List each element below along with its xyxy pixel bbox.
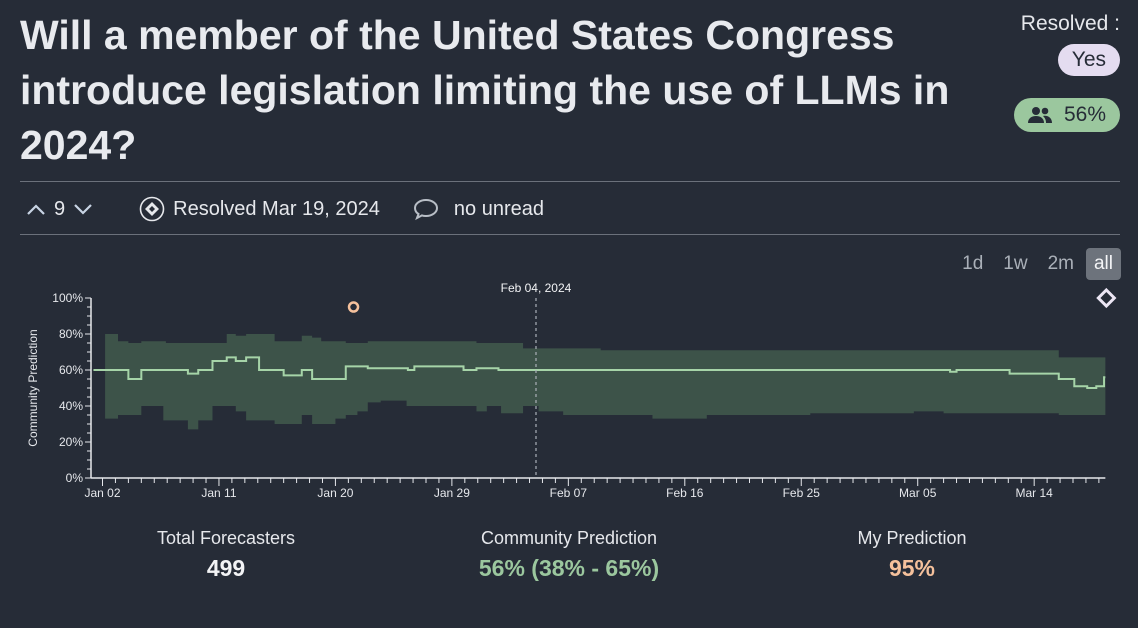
range-1d[interactable]: 1d	[962, 253, 984, 274]
upvote-icon[interactable]	[26, 202, 46, 216]
comment-icon	[413, 198, 438, 221]
downvote-icon[interactable]	[73, 202, 93, 216]
range-all[interactable]: all	[1085, 248, 1121, 280]
community-prediction-badge: 56%	[1013, 98, 1120, 132]
resolved-date: Resolved Mar 19, 2024	[139, 196, 380, 222]
y-tick-label: 0%	[66, 471, 84, 485]
resolution-badge: Yes	[1057, 44, 1120, 76]
my-prediction-marker	[347, 301, 360, 313]
vote-count: 9	[54, 197, 66, 220]
stat-value: 56% (38% - 65%)	[478, 555, 660, 581]
users-icon	[1027, 107, 1052, 123]
stat-total-forecasters: Total Forecasters 499	[76, 528, 376, 582]
comments-text: no unread	[453, 197, 544, 220]
resolved-label: Resolved :	[1020, 12, 1120, 35]
median-line	[93, 356, 1106, 389]
x-tick-label: Mar 14	[1016, 486, 1054, 500]
x-tick-label: Jan 11	[201, 486, 236, 500]
x-tick-label: Feb 07	[550, 486, 588, 500]
stat-label: Community Prediction	[480, 528, 658, 548]
y-tick-label: 80%	[59, 327, 83, 341]
resolution-diamond-icon	[1096, 287, 1117, 309]
stat-label: Total Forecasters	[156, 528, 296, 548]
x-tick-label: Jan 02	[84, 486, 120, 500]
y-axis-label: Community Prediction	[26, 329, 40, 446]
resolved-diamond-icon	[139, 196, 165, 222]
stat-value: 95%	[888, 555, 936, 581]
y-tick-label: 40%	[59, 399, 83, 413]
range-1w[interactable]: 1w	[1003, 253, 1028, 274]
y-tick-label: 60%	[59, 363, 83, 377]
confidence-band	[105, 334, 1106, 430]
x-tick-label: Feb 25	[783, 486, 821, 500]
resolved-date-text: Resolved Mar 19, 2024	[173, 197, 380, 220]
x-tick-label: Jan 20	[317, 486, 353, 500]
cursor-date-label: Feb 04, 2024	[501, 281, 572, 295]
community-prediction-value: 56%	[1063, 103, 1106, 126]
time-range-selector: 1d 1w 2m all	[954, 248, 1121, 280]
divider	[20, 181, 1120, 182]
x-tick-label: Mar 05	[899, 486, 937, 500]
vote-control: 9	[26, 198, 93, 221]
comments-link[interactable]: no unread	[412, 197, 544, 221]
stat-value: 499	[206, 555, 246, 581]
y-tick-label: 100%	[52, 291, 83, 305]
stat-my-prediction: My Prediction 95%	[762, 528, 1062, 582]
divider	[20, 234, 1120, 235]
stat-label: My Prediction	[857, 528, 967, 548]
x-tick-label: Feb 16	[666, 486, 704, 500]
stat-community-prediction: Community Prediction 56% (38% - 65%)	[419, 528, 719, 582]
y-tick-label: 20%	[59, 435, 83, 449]
question-meta: 9 Resolved Mar 19, 2024 no unread	[26, 196, 544, 222]
range-2m[interactable]: 2m	[1047, 253, 1074, 274]
x-tick-label: Jan 29	[434, 486, 470, 500]
question-title: Will a member of the United States Congr…	[20, 12, 950, 168]
